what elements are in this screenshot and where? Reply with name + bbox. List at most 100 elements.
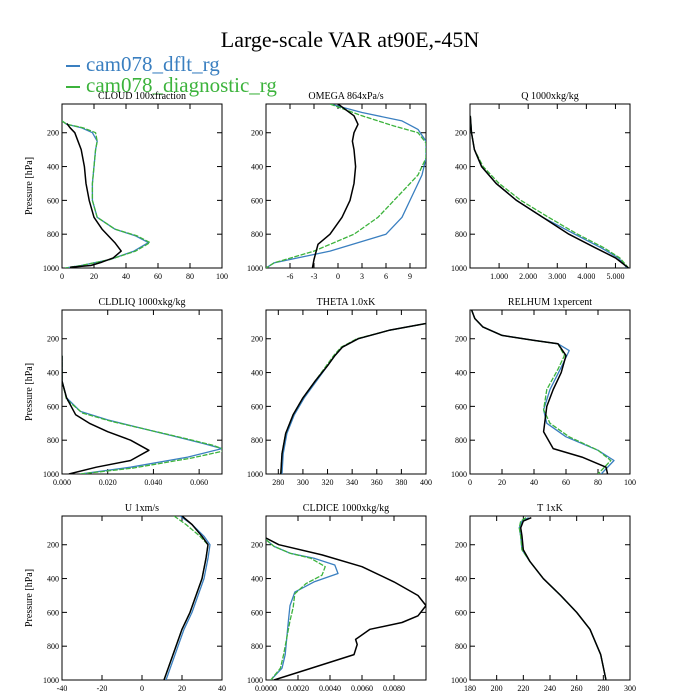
x-tick-label: 240 [544,684,556,693]
y-tick-label: 1000 [247,470,263,479]
y-tick-label: 400 [47,369,59,378]
x-tick-label: 100 [216,272,228,281]
y-tick-label: 400 [251,369,263,378]
x-tick-label: 60 [562,478,570,487]
plot-frame [469,515,631,681]
x-tick-label: 0.0080 [383,684,405,693]
panel-title: CLDLIQ 1000xkg/kg [99,297,186,308]
x-tick-label: 260 [571,684,583,693]
x-tick-label: 3.000 [548,272,566,281]
y-tick-label: 200 [455,129,467,138]
y-tick-label: 600 [455,196,467,205]
y-tick-label: 1000 [451,676,467,685]
y-tick-label: 800 [251,436,263,445]
x-tick-label: 40 [530,478,538,487]
series-line-diag [266,539,326,680]
y-tick-label: 200 [251,129,263,138]
y-tick-label: 800 [455,436,467,445]
y-tick-label: 800 [455,642,467,651]
y-axis-label: Pressure [hPa] [24,569,35,627]
panel-2: OMEGA 864xPa/s 200 400 600 800 1000 -6 -3 0 3 6 9 [247,91,427,281]
y-tick-label: 800 [47,436,59,445]
x-tick-label: 1.000 [490,272,508,281]
series-line-diag [62,120,151,268]
y-tick-label: 200 [47,129,59,138]
series-line-diag [470,115,629,268]
x-tick-label: 4.000 [577,272,595,281]
x-tick-label: 0.020 [99,478,117,487]
series-line-dflt [266,539,339,680]
y-tick-label: 1000 [43,470,59,479]
x-tick-label: 0.0000 [255,684,277,693]
y-tick-label: 400 [251,163,263,172]
series-line-obs [266,537,426,680]
x-tick-label: 80 [594,478,602,487]
x-tick-label: 280 [272,478,284,487]
x-tick-label: 0.0060 [351,684,373,693]
x-tick-label: -40 [57,684,68,693]
legend-swatch-dflt [66,65,80,68]
x-tick-label: 5.000 [606,272,624,281]
x-tick-label: 300 [297,478,309,487]
plot-frame [265,515,427,681]
panel-5: THETA 1.0xK 200 400 600 800 1000 280 300 320 340 3… [247,297,432,487]
y-tick-label: 1000 [43,676,59,685]
x-tick-label: 80 [186,272,194,281]
y-tick-label: 400 [455,163,467,172]
y-tick-label: 800 [47,230,59,239]
x-tick-label: -3 [311,272,318,281]
y-tick-label: 400 [251,575,263,584]
x-tick-label: 60 [154,272,162,281]
series-line-obs [62,355,150,474]
x-tick-label: 0 [336,272,340,281]
panel-4: CLDLIQ 1000xkg/kg Pressure [hPa] 200 400 600… [24,297,223,487]
y-tick-label: 200 [251,541,263,550]
x-tick-label: 300 [624,684,636,693]
series-line-diag [470,310,612,474]
panel-title: CLDICE 1000xkg/kg [303,503,389,514]
y-tick-label: 1000 [451,470,467,479]
panel-title: RELHUM 1xpercent [508,297,592,308]
legend-label-dflt: cam078_dflt_rg [86,52,220,76]
y-tick-label: 200 [47,335,59,344]
series-line-diag [62,355,222,474]
x-tick-label: 0 [60,272,64,281]
x-tick-label: 320 [322,478,334,487]
plot-frame [61,515,223,681]
series-line-obs [470,115,629,268]
plot-frame [61,309,223,475]
x-tick-label: 20 [498,478,506,487]
x-tick-label: 100 [624,478,636,487]
y-tick-label: 600 [455,402,467,411]
y-tick-label: 600 [455,608,467,617]
x-tick-label: 40 [122,272,130,281]
panel-title: U 1xm/s [125,503,159,514]
y-tick-label: 800 [455,230,467,239]
x-tick-label: 400 [420,478,432,487]
figure-title: Large-scale VAR at90E,-45N [220,27,480,52]
x-tick-label: 200 [491,684,503,693]
series-line-dflt [470,115,628,268]
plot-frame [469,309,631,475]
series-line-obs [519,517,607,680]
series-line-obs [280,322,426,474]
series-line-diag [518,517,607,680]
series-line-dflt [281,322,426,474]
y-tick-label: 600 [47,402,59,411]
y-axis-label: Pressure [hPa] [24,157,35,215]
legend-label-diag: cam078_diagnostic_rg [86,73,277,97]
y-tick-label: 600 [47,608,59,617]
series-line-dflt [470,310,615,474]
x-tick-label: 0.0020 [287,684,309,693]
y-tick-label: 1000 [451,264,467,273]
series-line-diag [163,516,209,680]
panel-title: OMEGA 864xPa/s [308,91,383,102]
y-tick-label: 400 [455,575,467,584]
x-tick-label: -20 [97,684,108,693]
y-axis-label: Pressure [hPa] [24,363,35,421]
plot-frame [469,103,631,269]
